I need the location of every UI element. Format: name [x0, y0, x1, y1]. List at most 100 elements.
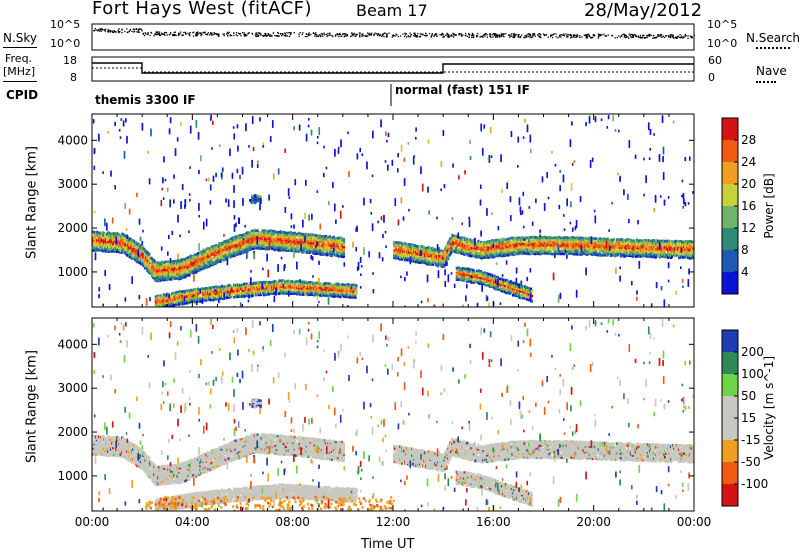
- power-cell: [173, 277, 176, 281]
- power-cell: [280, 292, 283, 295]
- nsky-sample: [395, 33, 397, 35]
- power-cell: [154, 263, 157, 267]
- power-cell: [102, 243, 105, 247]
- power-cell: [342, 247, 346, 251]
- power-cell: [257, 241, 260, 244]
- beam-label: Beam 17: [356, 1, 428, 20]
- power-cell: [354, 296, 357, 299]
- power-cell: [426, 262, 429, 266]
- power-cell: [452, 234, 455, 238]
- power-cell: [321, 247, 324, 250]
- nsky-sample: [200, 34, 202, 37]
- nsky-sample: [641, 36, 643, 39]
- nsky-sample: [489, 36, 491, 38]
- nsky-sample: [679, 33, 681, 36]
- nsky-sample: [349, 35, 352, 38]
- nsky-sample: [565, 33, 567, 35]
- power-cell: [188, 301, 192, 304]
- power-cell: [267, 237, 270, 241]
- nsky-sample: [95, 29, 97, 31]
- nsky-sample: [588, 33, 590, 35]
- power-cell: [475, 249, 478, 253]
- power-cell: [440, 249, 443, 253]
- nsky-sample: [222, 33, 224, 35]
- power-cell: [192, 270, 195, 273]
- power-cell: [193, 264, 196, 267]
- nsky-sample: [416, 34, 419, 37]
- power-cell: [279, 279, 282, 283]
- power-cell: [156, 294, 159, 298]
- power-cell: [409, 249, 412, 252]
- nsky-sample: [453, 33, 455, 35]
- power-cell: [98, 234, 101, 238]
- nsky-sample: [529, 35, 532, 37]
- nsky-sample: [462, 34, 464, 36]
- power-cell: [193, 300, 197, 304]
- power-cell: [180, 269, 183, 272]
- nsky-sample: [323, 32, 325, 34]
- power-cell: [154, 297, 157, 301]
- nsky-sample: [385, 36, 388, 38]
- nsky-sample: [486, 34, 488, 36]
- nsky-sample: [147, 33, 149, 36]
- power-cell: [160, 263, 163, 267]
- nsky-sample: [419, 33, 421, 35]
- power-cell: [184, 275, 187, 279]
- nsky-sample: [112, 31, 114, 34]
- power-cell: [296, 240, 299, 244]
- nsky-sample: [165, 32, 168, 34]
- nsky-sample: [446, 32, 448, 35]
- nsky-sample: [680, 35, 683, 37]
- nsky-sample: [354, 35, 356, 38]
- nsky-sample: [365, 34, 367, 37]
- power-cell: [337, 255, 341, 258]
- nsky-sample: [377, 33, 380, 35]
- nsky-sample: [163, 33, 165, 35]
- power-cell: [342, 251, 346, 255]
- power-cell: [320, 235, 323, 238]
- power-cell: [251, 288, 254, 291]
- power-cell: [98, 245, 101, 249]
- nsky-sample: [630, 33, 632, 36]
- nsky-sample: [409, 36, 411, 38]
- nsky-sample: [320, 32, 323, 35]
- nsky-sample: [547, 36, 549, 38]
- nsky-sample: [359, 34, 361, 37]
- nsky-sample: [603, 33, 605, 35]
- nsky-sample: [301, 33, 303, 36]
- power-cell: [321, 245, 324, 248]
- freq-label: Freq.: [5, 52, 33, 65]
- power-cell: [468, 248, 471, 251]
- nsky-sample: [145, 33, 147, 35]
- nsky-sample: [625, 35, 627, 37]
- nsky-sample: [225, 33, 228, 35]
- power-cell: [297, 250, 300, 253]
- nsky-sample: [563, 35, 566, 37]
- power-cell: [138, 255, 141, 259]
- power-cell: [319, 294, 322, 297]
- power-cell: [448, 254, 451, 258]
- nsky-sample: [192, 35, 195, 37]
- power-cell: [168, 268, 171, 272]
- power-cell: [496, 248, 499, 252]
- power-cell: [219, 249, 222, 253]
- nsky-sample: [447, 35, 449, 37]
- nsky-sample: [497, 36, 499, 38]
- nsky-sample: [281, 32, 284, 35]
- nsky-sample: [314, 33, 316, 35]
- power-cell: [210, 292, 214, 296]
- nsky-sample: [288, 35, 291, 38]
- nsky-sample: [142, 33, 144, 35]
- nsky-sample: [391, 36, 393, 38]
- cpid-mode-1: themis 3300 IF: [95, 93, 196, 107]
- nsky-sample: [268, 34, 271, 37]
- power-cell: [130, 244, 133, 247]
- power-cell: [342, 245, 346, 249]
- nsky-sample: [570, 36, 573, 38]
- nsky-sample: [340, 35, 342, 38]
- power-cell: [255, 230, 258, 234]
- power-cell: [244, 282, 247, 286]
- power-cell: [113, 235, 116, 239]
- power-cell: [412, 243, 415, 247]
- power-cell: [216, 243, 219, 247]
